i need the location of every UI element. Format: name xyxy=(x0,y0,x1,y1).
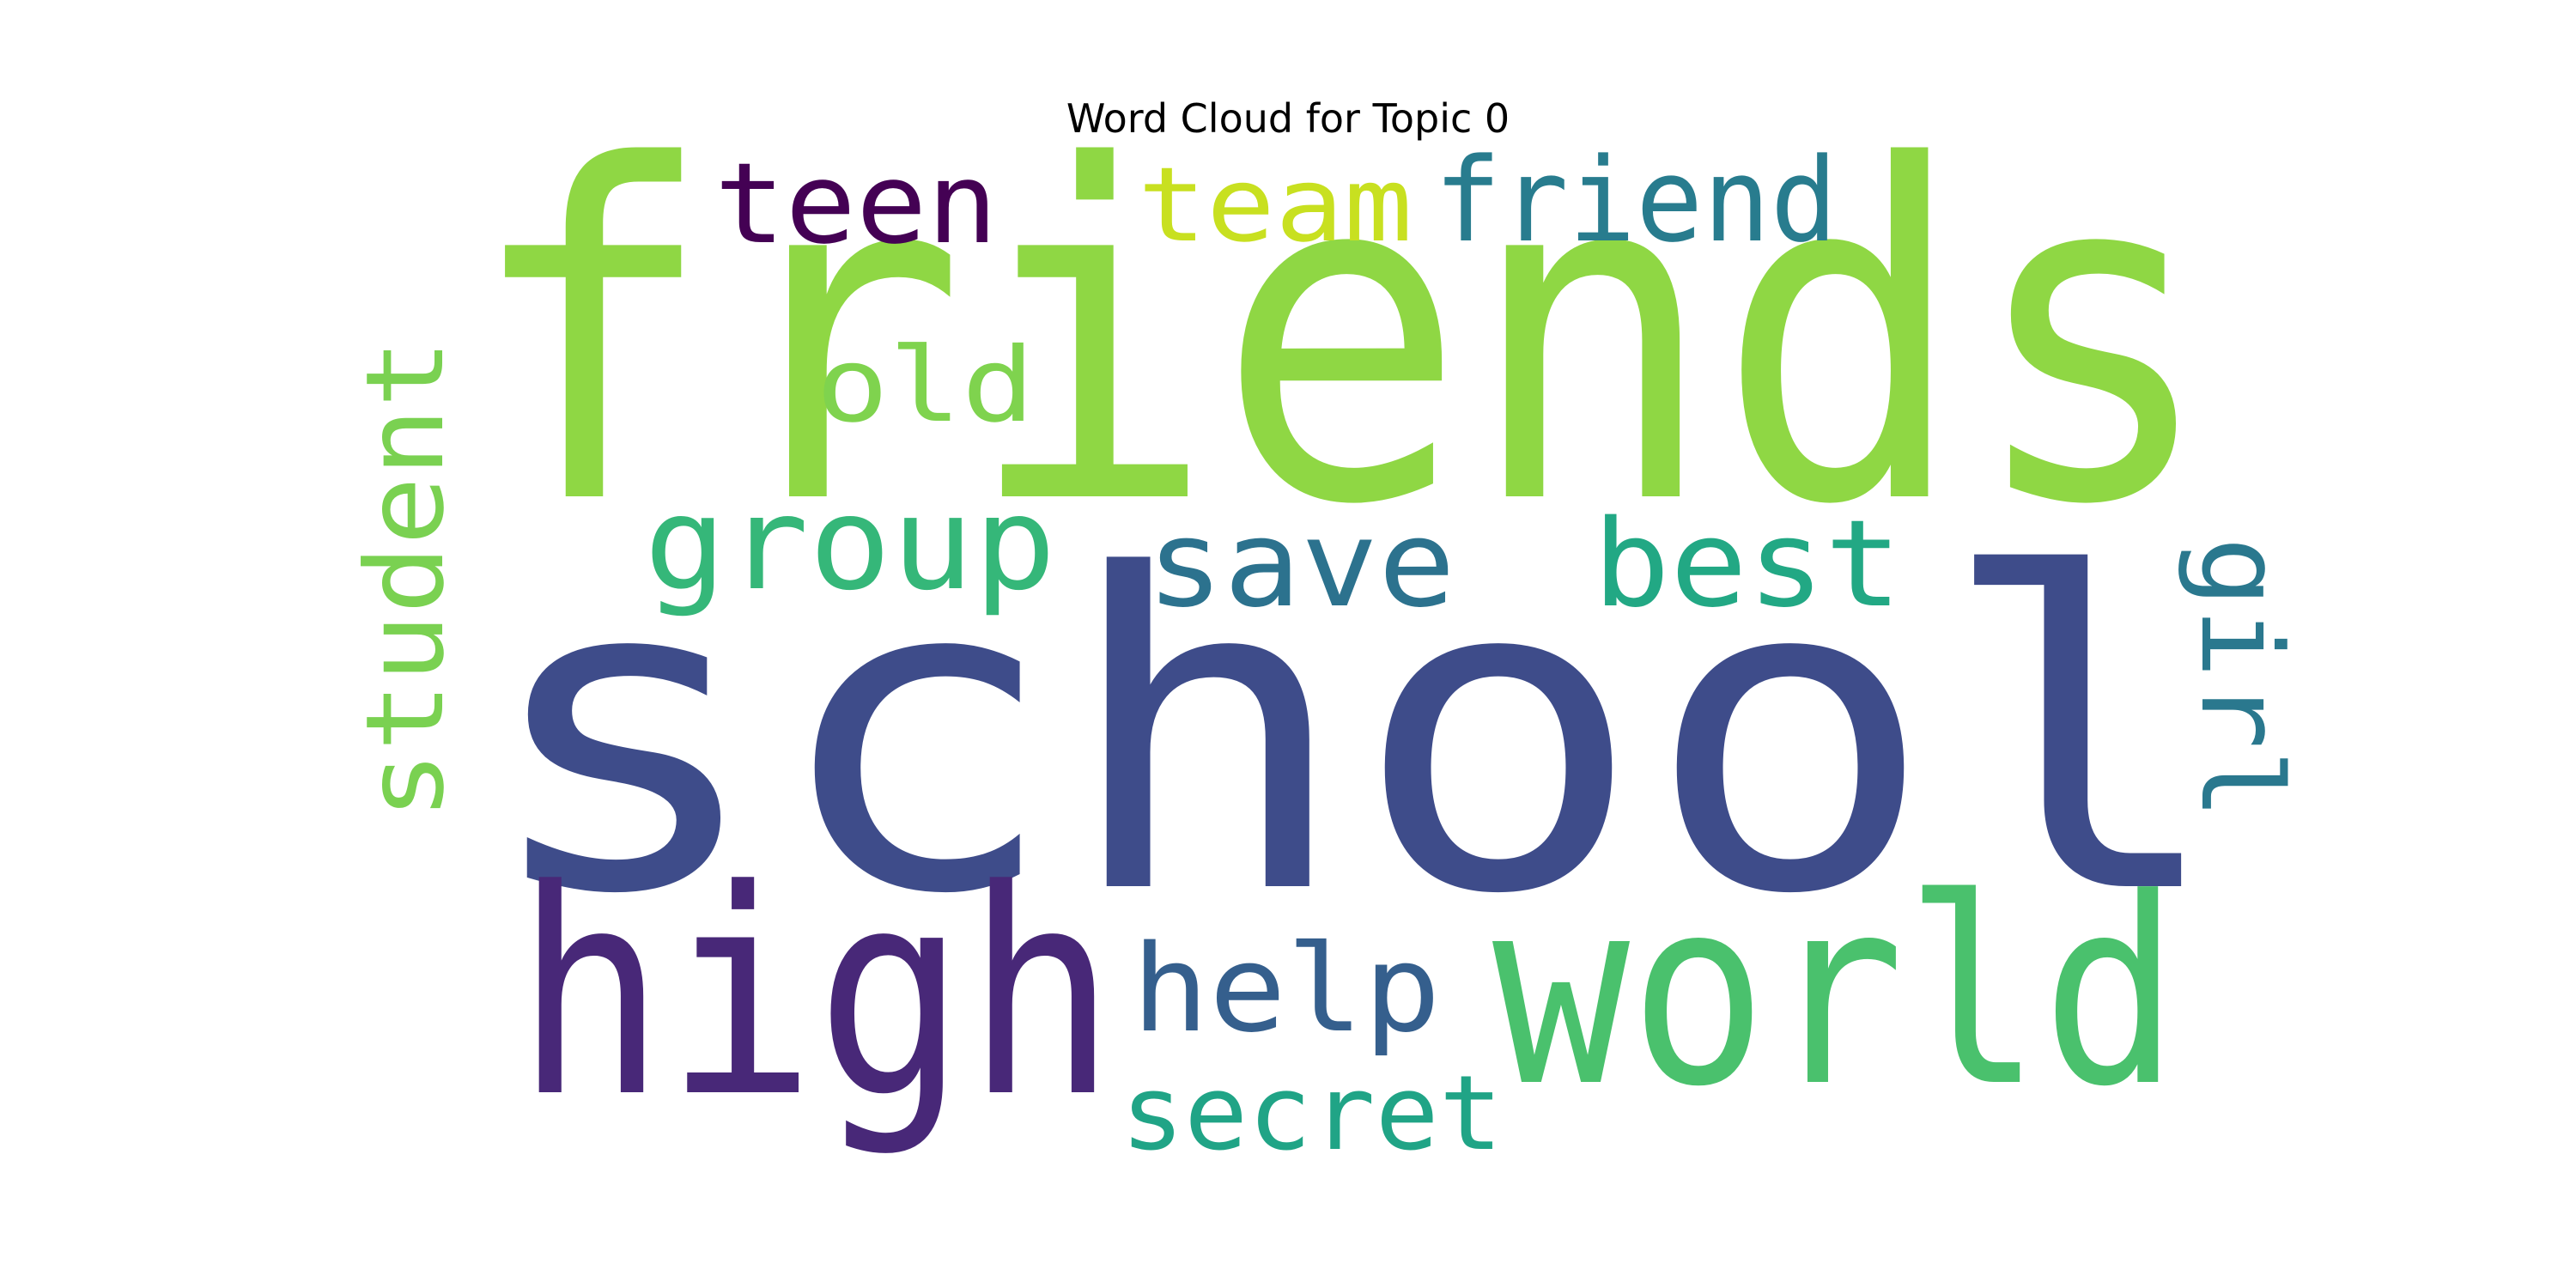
word-school: school xyxy=(477,484,2228,989)
word-high: high xyxy=(515,829,1116,1159)
word-best: best xyxy=(1593,495,1902,635)
chart-title: Word Cloud for Topic 0 xyxy=(1066,95,1510,142)
word-save: save xyxy=(1146,495,1455,635)
word-old: old xyxy=(816,326,1035,446)
word-friends: friends xyxy=(465,70,2217,605)
word-friend: friend xyxy=(1434,133,1838,268)
word-teen: teen xyxy=(714,138,998,269)
word-girl: girl xyxy=(2176,537,2306,820)
word-secret: secret xyxy=(1121,1054,1503,1174)
word-student: student xyxy=(343,339,468,820)
word-team: team xyxy=(1138,146,1413,265)
word-world: world xyxy=(1492,843,2179,1143)
word-group: group xyxy=(644,470,1056,619)
word-help: help xyxy=(1132,920,1441,1060)
